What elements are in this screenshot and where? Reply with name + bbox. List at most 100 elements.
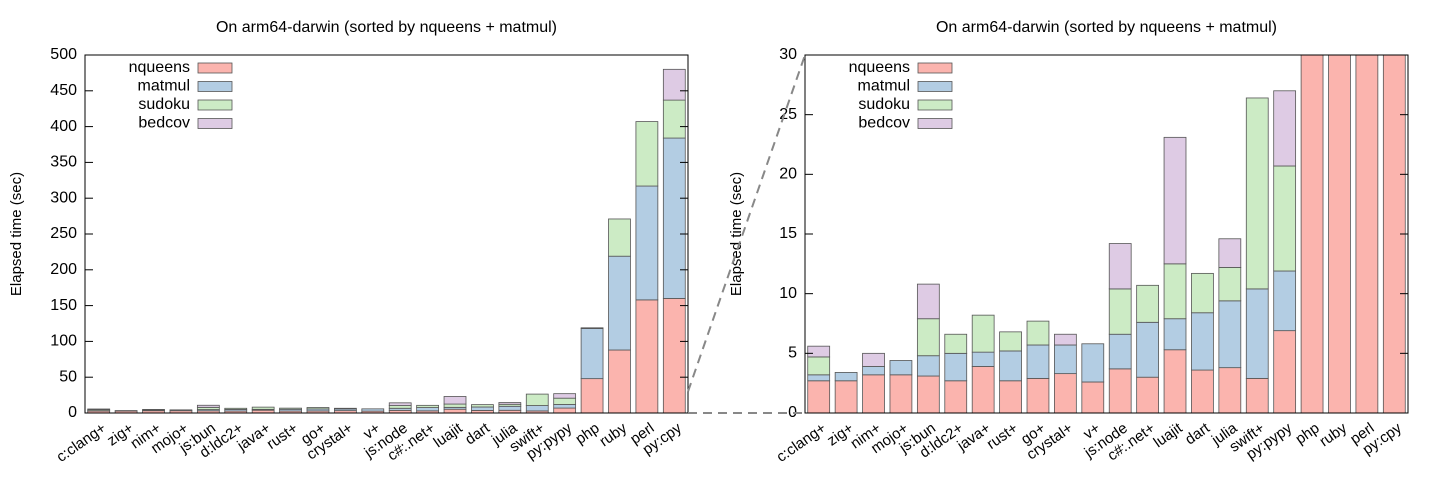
- bar-segment: [1081, 381, 1105, 413]
- bar-segment: [224, 407, 248, 410]
- legend-swatch: [917, 99, 953, 111]
- bar-segment: [889, 374, 913, 413]
- legend-label: nqueens: [849, 59, 910, 76]
- bar-segment: [635, 121, 659, 187]
- bar-segment: [971, 366, 995, 413]
- bar-segment: [498, 402, 522, 405]
- bar-segment: [1191, 312, 1214, 371]
- x-tick-label: rust+: [264, 419, 302, 452]
- bar-segment: [1218, 238, 1242, 268]
- bar-segment: [361, 408, 385, 412]
- zoom-guide: [687, 54, 806, 392]
- bar-segment: [525, 405, 549, 412]
- x-tick-label: c:clang+: [773, 419, 829, 465]
- bar-segment: [553, 407, 577, 414]
- bar-segment: [1218, 367, 1242, 413]
- y-axis-label: Elapsed time (sec): [728, 172, 745, 296]
- y-tick-label: 20: [779, 166, 797, 183]
- y-tick-label: 200: [50, 261, 77, 278]
- bar-segment: [443, 396, 467, 405]
- x-tick-label: php: [1292, 420, 1322, 448]
- bar-segment: [1026, 377, 1050, 413]
- bar-segment: [251, 406, 275, 410]
- bar-segment: [916, 375, 940, 413]
- bar-segment: [1273, 165, 1297, 272]
- bar-segment: [306, 407, 330, 410]
- y-tick-label: 250: [50, 225, 77, 242]
- bar-segment: [443, 408, 467, 414]
- bar-segment: [662, 68, 686, 101]
- bar-segment: [1328, 55, 1351, 413]
- bar-segment: [608, 255, 631, 351]
- bar-segment: [388, 405, 412, 409]
- bar-segment: [580, 378, 604, 414]
- bar-segment: [279, 407, 302, 410]
- bar-segment: [1218, 300, 1242, 369]
- bar-segment: [1273, 90, 1297, 167]
- bar-segment: [1054, 344, 1077, 375]
- bar-segment: [553, 404, 577, 409]
- bar-segment: [1191, 369, 1214, 413]
- y-tick-label: 300: [50, 189, 77, 206]
- bar-segment: [999, 350, 1022, 382]
- bar-segment: [525, 393, 549, 406]
- bar-segment: [608, 218, 631, 257]
- bar-segment: [807, 356, 831, 376]
- y-tick-label: 15: [779, 225, 797, 242]
- legend-label: sudoku: [138, 96, 190, 113]
- bar-segment: [862, 352, 885, 367]
- bar-segment: [1108, 288, 1132, 335]
- bar-segment: [662, 298, 686, 414]
- bar-segment: [862, 366, 885, 376]
- bar-segment: [916, 355, 940, 377]
- bar-segment: [1108, 243, 1132, 290]
- bar-segment: [1136, 376, 1159, 413]
- bar-segment: [416, 407, 439, 412]
- plot-frame: [804, 54, 1409, 414]
- bar-segment: [1163, 263, 1187, 320]
- bar-segment: [1245, 288, 1269, 379]
- bar-segment: [1300, 55, 1324, 413]
- chart: On arm64-darwin (sorted by nqueens + mat…: [728, 19, 1409, 466]
- y-tick-label: 100: [50, 333, 77, 350]
- bar-segment: [635, 185, 659, 301]
- bar-segment: [807, 374, 831, 382]
- legend-label: nqueens: [129, 59, 190, 76]
- bar-segment: [662, 99, 686, 139]
- bar-segment: [114, 410, 138, 412]
- bar-segment: [1245, 377, 1269, 413]
- y-tick-label: 500: [50, 46, 77, 63]
- bar-segment: [807, 345, 831, 358]
- bar-segment: [944, 333, 968, 354]
- legend-label: bedcov: [138, 115, 190, 132]
- bar-segment: [1026, 344, 1050, 379]
- legend-label: matmul: [858, 78, 910, 95]
- y-tick-label: 30: [779, 46, 797, 63]
- x-tick-label: ruby: [1316, 419, 1350, 450]
- bar-segment: [608, 349, 631, 414]
- bar-segment: [1273, 330, 1297, 413]
- legend-swatch: [197, 81, 233, 92]
- y-tick-label: 450: [50, 82, 77, 99]
- bar-segment: [999, 331, 1022, 352]
- y-tick-label: 0: [788, 404, 797, 421]
- bar-segment: [471, 406, 494, 411]
- bar-segment: [1163, 136, 1187, 265]
- x-tick-label: luajit: [431, 419, 467, 451]
- bar-segment: [807, 380, 831, 413]
- bar-segment: [1273, 270, 1297, 332]
- bar-segment: [388, 402, 412, 406]
- bar-segment: [1355, 55, 1379, 413]
- plot-frame: [84, 54, 689, 414]
- y-tick-label: 350: [50, 154, 77, 171]
- legend-swatch: [197, 99, 233, 111]
- legend-swatch: [197, 118, 233, 129]
- legend-swatch: [917, 118, 953, 129]
- x-tick-label: rust+: [984, 419, 1022, 452]
- bar-segment: [1136, 321, 1159, 378]
- bars: [807, 55, 1406, 413]
- legend-swatch: [917, 62, 953, 74]
- legend-label: matmul: [138, 78, 190, 95]
- bar-segment: [471, 404, 494, 408]
